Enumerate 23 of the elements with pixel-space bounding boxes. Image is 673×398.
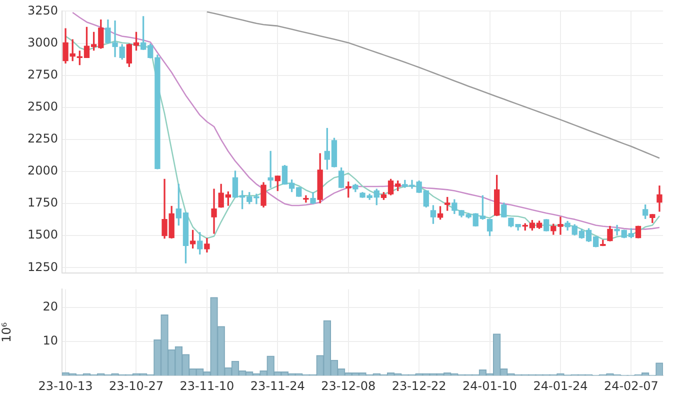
y-tick-label: 1500 bbox=[27, 228, 58, 242]
x-tick-label: 24-01-10 bbox=[462, 378, 518, 393]
x-tick-label: 24-02-07 bbox=[604, 378, 658, 393]
y-tick-label: 2250 bbox=[27, 132, 58, 146]
x-tick-label: 23-11-24 bbox=[250, 378, 305, 393]
x-tick-label: 24-01-24 bbox=[533, 378, 588, 393]
y-tick-label: 2000 bbox=[27, 164, 58, 178]
candlestick bbox=[303, 195, 309, 203]
y-tick-label: 2500 bbox=[27, 100, 58, 114]
y-tick-label: 20 bbox=[42, 299, 58, 314]
x-tick-label: 23-10-27 bbox=[109, 378, 164, 393]
y-tick-label: 2750 bbox=[27, 67, 58, 82]
x-tick-label: 23-11-10 bbox=[180, 378, 234, 393]
x-tick-label: 23-12-22 bbox=[392, 378, 446, 393]
y-tick-label: 10 bbox=[42, 334, 58, 348]
y-axis-title: 10⁶ bbox=[0, 322, 14, 342]
y-tick-label: 1750 bbox=[27, 196, 58, 210]
y-tick-label: 3000 bbox=[27, 35, 58, 50]
x-tick-label: 23-10-13 bbox=[38, 378, 93, 393]
y-tick-label: 3250 bbox=[27, 3, 58, 18]
candlestick bbox=[211, 188, 217, 234]
y-tick-label: 1250 bbox=[27, 260, 58, 274]
x-tick-label: 23-12-08 bbox=[321, 378, 376, 393]
